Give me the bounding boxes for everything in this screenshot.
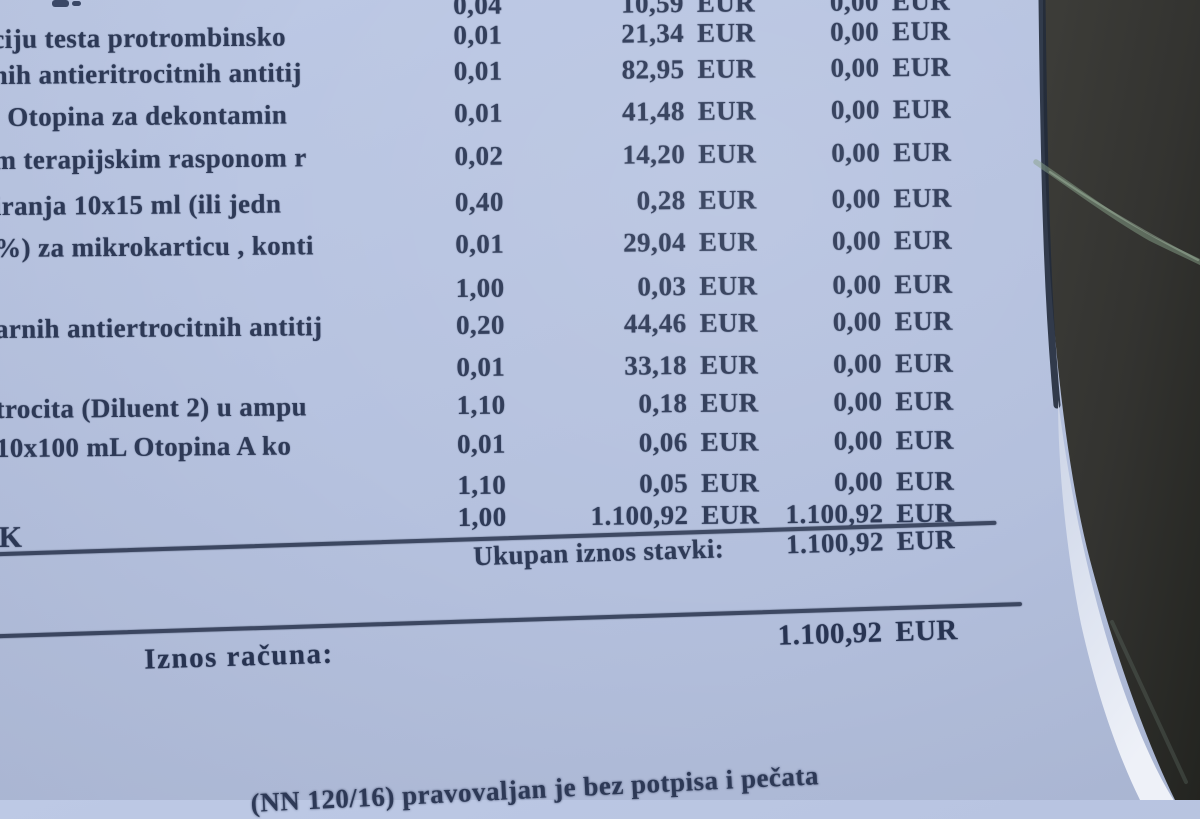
currency-label: EUR	[895, 385, 954, 417]
table-row: 10x100 mL Otopina A ko 0,01 0,06 EUR 0,00…	[0, 424, 994, 467]
item-unit-price: 44,46	[623, 308, 687, 339]
cut-text-fragment: K	[0, 520, 23, 555]
item-unit-price: 0,18	[638, 388, 688, 419]
table-row: 0,01 33,18 EUR 0,00 EUR	[3, 347, 993, 390]
item-quantity: 0,01	[456, 428, 507, 460]
scratch-mark	[1033, 159, 1200, 266]
item-description: trocita (Diluent 2) u ampu	[0, 391, 308, 425]
table-row: trocita (Diluent 2) u ampu 1,10 0,18 EUR …	[0, 385, 993, 428]
paper-edge-highlight	[1058, 400, 1174, 800]
paper-edge-shadow	[1038, 0, 1061, 409]
item-total: 0,00	[831, 225, 882, 256]
item-total: 0,00	[833, 425, 883, 456]
currency-label: EUR	[698, 226, 758, 257]
currency-label: EUR	[699, 307, 758, 338]
invoice-summary: Ukupan iznos stavki: 1.100,92 EUR Iznos …	[0, 0, 1023, 676]
item-quantity: 1,00	[455, 272, 505, 304]
table-row: arnih antiertrocitnih antitij 0,20 44,46…	[0, 305, 993, 348]
currency-label: EUR	[896, 524, 956, 556]
currency-label: EUR	[893, 224, 953, 256]
currency-label: EUR	[893, 182, 952, 214]
currency-label: EUR	[895, 465, 955, 497]
currency-label: EUR	[895, 424, 955, 456]
item-total: 0,00	[832, 269, 882, 300]
item-description	[0, 471, 388, 474]
item-unit-price: 29,04	[623, 227, 687, 258]
currency-label: EUR	[894, 347, 954, 379]
item-unit-price: 0,06	[638, 427, 688, 458]
currency-label: EUR	[701, 499, 760, 530]
currency-label: EUR	[894, 614, 959, 649]
item-description: arnih antiertrocitnih antitij	[0, 311, 323, 345]
item-quantity: 0,20	[455, 309, 505, 341]
invoice-total-value: 1.100,92	[777, 616, 883, 652]
item-description	[0, 353, 387, 356]
currency-label: EUR	[894, 268, 953, 300]
item-quantity: 0,01	[455, 228, 505, 260]
table-row: %) za mikrokarticu , konti 0,01 29,04 EUR…	[0, 224, 992, 267]
item-total: 0,00	[832, 306, 882, 337]
item-unit-price: 0,05	[639, 468, 689, 499]
currency-label: EUR	[894, 305, 953, 337]
item-unit-price: 33,18	[624, 350, 688, 381]
item-description	[0, 274, 386, 277]
currency-label: EUR	[699, 349, 759, 380]
invoice-total-label: Iznos računa:	[143, 637, 335, 676]
currency-label: EUR	[700, 467, 760, 498]
item-total: 0,00	[832, 348, 883, 379]
items-total-label: Ukupan iznos stavki:	[472, 533, 725, 572]
currency-label: EUR	[700, 387, 759, 418]
item-quantity: 1,10	[456, 389, 506, 421]
item-quantity: 0,40	[454, 186, 504, 218]
cut-text-fragment	[52, 0, 69, 7]
table-row: 1,00 0,03 EUR 0,00 EUR	[2, 268, 992, 311]
item-unit-price: 0,28	[636, 185, 686, 216]
item-description: %) za mikrokarticu , konti	[0, 230, 314, 264]
currency-label: EUR	[699, 270, 758, 301]
currency-label: EUR	[700, 426, 760, 457]
items-total-value: 1.100,92	[785, 526, 885, 560]
item-total: 0,00	[831, 183, 881, 214]
cut-text-fragment	[72, 1, 81, 6]
scratch-mark	[1110, 620, 1188, 784]
item-quantity: 0,01	[456, 351, 506, 383]
item-total: 0,00	[833, 386, 883, 417]
item-quantity: 1,10	[457, 469, 507, 501]
item-quantity: 1,00	[457, 501, 507, 533]
scratch-mark	[1048, 170, 1200, 262]
currency-label: EUR	[698, 184, 757, 215]
item-description: 10x100 mL Otopina A ko	[0, 430, 292, 464]
item-unit-price: 0,03	[637, 271, 687, 302]
item-unit-price: 1.100,92	[590, 500, 689, 531]
item-total: 0,00	[834, 466, 884, 497]
dark-tabletop	[1043, 0, 1200, 800]
invoice-table: 0,04 10,59 EUR 0,00 EUR ciju testa protrom…	[0, 0, 1023, 676]
